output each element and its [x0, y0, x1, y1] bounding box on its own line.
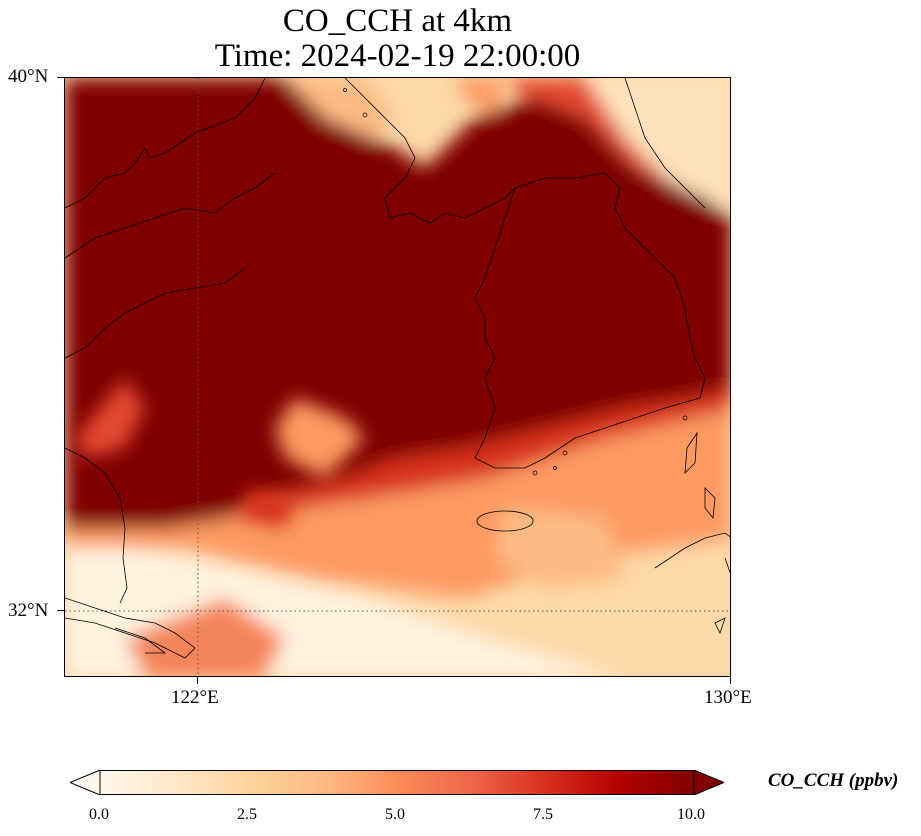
concentration-field: [65, 78, 730, 676]
colorbar-extend-min: [70, 770, 101, 795]
colorbar-tick-1: 2.5: [237, 806, 257, 823]
map-title: CO_CCH at 4km Time: 2024-02-19 22:00:00: [64, 4, 731, 74]
lon-tick-122: [197, 677, 198, 684]
map-canvas: [65, 78, 730, 676]
lon-tick-130: [730, 677, 731, 684]
colorbar-tick-0: 0.0: [89, 806, 109, 823]
lat-label-32: 32°N: [8, 600, 49, 621]
colorbar-tick-3: 7.5: [533, 806, 553, 823]
title-line-2: Time: 2024-02-19 22:00:00: [214, 38, 581, 74]
colorbar-tick-2: 5.0: [385, 806, 405, 823]
lat-tick-32: [57, 610, 64, 611]
coastlines: [65, 78, 730, 659]
colorbar-tick-4: 10.0: [677, 806, 705, 823]
colorbar-extend-max: [693, 770, 724, 795]
title-line-1: CO_CCH at 4km: [282, 3, 513, 39]
map-panel[interactable]: [64, 77, 731, 677]
plume-features: [75, 378, 365, 528]
colorbar: [70, 770, 724, 795]
lat-tick-40: [57, 77, 64, 78]
colorbar-gradient: [99, 770, 695, 795]
lon-label-130: 130°E: [704, 687, 752, 708]
lat-label-40: 40°N: [8, 66, 49, 87]
colorbar-title: CO_CCH (ppbv): [768, 770, 899, 791]
lon-label-122: 122°E: [171, 687, 219, 708]
islands: [343, 88, 688, 476]
